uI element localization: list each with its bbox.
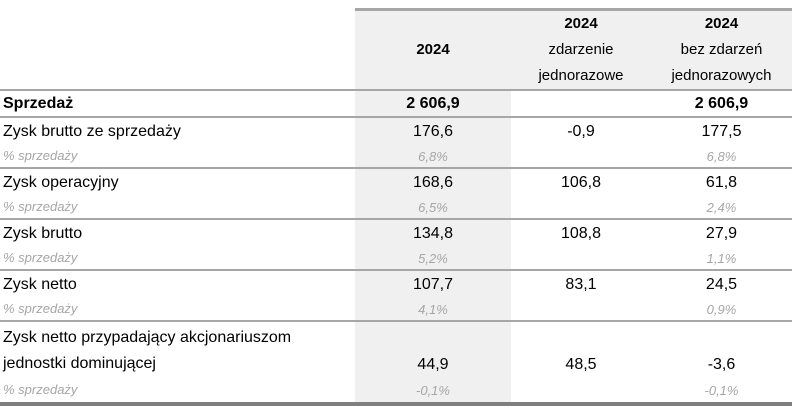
row-value: 5,2% — [355, 247, 511, 269]
header-col-subtitle: jednorazowych — [671, 67, 772, 84]
row-value: 177,5 — [701, 122, 742, 140]
row-value: 6,5% — [355, 196, 511, 218]
row-label: Zysk operacyjny — [3, 173, 119, 191]
table-row: Zysk brutto 134,8 108,8 27,9 — [0, 220, 792, 247]
header-col-title: 2024 — [564, 15, 598, 32]
header-col-2024-excl-one-time-events: 2024 bez zdarzeń jednorazowych — [651, 8, 792, 89]
row-label: % sprzedaży — [3, 148, 78, 163]
table-row: Zysk netto przypadający akcjonariuszom j… — [0, 322, 792, 378]
row-value: 107,7 — [355, 271, 511, 298]
row-label: % sprzedaży — [3, 301, 78, 316]
row-label: Zysk netto przypadający akcjonariuszom j… — [3, 329, 292, 372]
row-value: 108,8 — [560, 224, 602, 242]
row-value — [511, 298, 651, 320]
header-empty-cell — [0, 8, 355, 89]
row-value: 44,9 — [355, 322, 511, 378]
row-value: -3,6 — [707, 356, 736, 373]
header-col-title: 2024 — [704, 15, 739, 32]
financial-results-table: 2024 2024 zdarzenie jednorazowe 2024 bez… — [0, 8, 792, 406]
row-value: 27,9 — [705, 224, 738, 242]
row-value: 168,6 — [355, 169, 511, 196]
table-row: Zysk netto 107,7 83,1 24,5 — [0, 271, 792, 298]
table-body: Sprzedaż 2 606,9 2 606,9 Zysk brutto ze spr… — [0, 91, 792, 402]
row-value — [511, 91, 651, 116]
row-value: 176,6 — [355, 118, 511, 145]
row-value — [511, 145, 651, 167]
table-row: % sprzedaży 5,2% 1,1% — [0, 247, 792, 271]
table-row: % sprzedaży -0,1% -0,1% — [0, 378, 792, 402]
row-value: 0,9% — [706, 301, 737, 317]
table-header: 2024 2024 zdarzenie jednorazowe 2024 bez… — [0, 8, 792, 91]
table-row: % sprzedaży 6,8% 6,8% — [0, 145, 792, 169]
row-label: Zysk brutto ze sprzedaży — [3, 122, 181, 140]
row-value — [511, 247, 651, 269]
row-value: 83,1 — [565, 275, 597, 293]
row-value: 1,1% — [706, 250, 737, 266]
table-row: % sprzedaży 4,1% 0,9% — [0, 298, 792, 322]
row-value — [511, 196, 651, 218]
table-row: Zysk brutto ze sprzedaży 176,6 -0,9 177,5 — [0, 118, 792, 145]
row-value: 48,5 — [565, 356, 597, 373]
header-col-subtitle: bez zdarzeń — [680, 41, 763, 58]
row-value: 24,5 — [705, 275, 738, 293]
row-value: 2 606,9 — [355, 91, 511, 116]
row-value: 106,8 — [560, 173, 602, 191]
row-value: 2 606,9 — [694, 94, 749, 112]
row-value: -0,1% — [704, 382, 739, 398]
row-label: Sprzedaż — [3, 94, 74, 112]
header-col-2024-one-time-event: 2024 zdarzenie jednorazowe — [511, 8, 651, 89]
row-value: 61,8 — [705, 173, 738, 191]
row-value: -0,1% — [355, 378, 511, 402]
row-value: 6,8% — [706, 148, 737, 164]
row-value: 4,1% — [355, 298, 511, 320]
header-col-2024: 2024 — [355, 8, 511, 89]
table-row: % sprzedaży 6,5% 2,4% — [0, 196, 792, 220]
row-label: % sprzedaży — [3, 250, 78, 265]
table-row: Sprzedaż 2 606,9 2 606,9 — [0, 91, 792, 118]
row-value: 134,8 — [355, 220, 511, 247]
row-value — [511, 378, 651, 402]
header-col-title: 2024 — [416, 41, 450, 58]
header-col-subtitle: jednorazowe — [538, 67, 624, 84]
row-label: Zysk netto — [3, 275, 77, 293]
row-value: 2,4% — [706, 199, 737, 215]
row-value: 6,8% — [355, 145, 511, 167]
table-row: Zysk operacyjny 168,6 106,8 61,8 — [0, 169, 792, 196]
row-label: Zysk brutto — [3, 224, 83, 242]
row-label: % sprzedaży — [3, 199, 78, 214]
row-label: % sprzedaży — [3, 382, 78, 397]
header-col-subtitle: zdarzenie — [548, 41, 614, 58]
row-value: -0,9 — [567, 122, 595, 140]
